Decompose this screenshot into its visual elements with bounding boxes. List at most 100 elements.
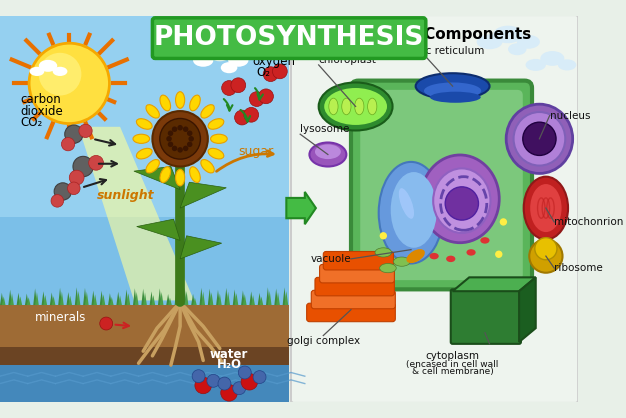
Polygon shape — [284, 292, 288, 305]
Ellipse shape — [379, 263, 396, 273]
Ellipse shape — [517, 35, 540, 49]
Polygon shape — [68, 294, 72, 305]
Ellipse shape — [367, 98, 377, 115]
FancyBboxPatch shape — [291, 15, 578, 403]
Ellipse shape — [208, 148, 224, 159]
Circle shape — [39, 53, 81, 95]
Polygon shape — [150, 287, 153, 305]
Ellipse shape — [526, 59, 546, 71]
Polygon shape — [143, 293, 147, 305]
Polygon shape — [118, 292, 122, 305]
Polygon shape — [453, 278, 536, 291]
Polygon shape — [60, 295, 64, 305]
Text: cytoplasm: cytoplasm — [426, 351, 480, 361]
Ellipse shape — [513, 112, 565, 166]
Polygon shape — [0, 16, 289, 217]
Polygon shape — [251, 298, 255, 305]
Circle shape — [379, 232, 387, 240]
Text: mitochonrion: mitochonrion — [554, 217, 623, 227]
Polygon shape — [0, 16, 289, 402]
Polygon shape — [91, 291, 95, 305]
Polygon shape — [116, 288, 120, 305]
Circle shape — [218, 377, 231, 390]
Circle shape — [523, 122, 556, 155]
Ellipse shape — [324, 88, 387, 125]
Text: golgi complex: golgi complex — [287, 336, 360, 346]
Circle shape — [259, 89, 274, 104]
Ellipse shape — [136, 119, 152, 129]
Polygon shape — [243, 293, 247, 305]
Polygon shape — [50, 290, 54, 305]
Polygon shape — [66, 291, 70, 305]
Polygon shape — [25, 291, 29, 305]
Ellipse shape — [379, 162, 443, 263]
Ellipse shape — [190, 95, 200, 111]
Ellipse shape — [375, 248, 392, 257]
Ellipse shape — [416, 73, 490, 99]
Circle shape — [152, 111, 208, 166]
Ellipse shape — [39, 60, 57, 72]
FancyBboxPatch shape — [152, 18, 426, 59]
Ellipse shape — [399, 188, 414, 219]
FancyBboxPatch shape — [315, 278, 394, 296]
Circle shape — [183, 145, 188, 151]
Polygon shape — [167, 291, 170, 305]
Polygon shape — [83, 292, 87, 305]
Polygon shape — [158, 287, 162, 305]
Polygon shape — [35, 298, 39, 305]
Circle shape — [28, 42, 111, 125]
Polygon shape — [233, 293, 237, 305]
Polygon shape — [17, 287, 20, 305]
Polygon shape — [210, 295, 213, 305]
Text: nucleus: nucleus — [550, 111, 590, 121]
Text: H₂O: H₂O — [217, 358, 242, 371]
Polygon shape — [41, 292, 45, 305]
Text: vacuole: vacuole — [310, 254, 351, 264]
Polygon shape — [218, 293, 222, 305]
Text: dioxide: dioxide — [20, 104, 63, 117]
Text: lysosome: lysosome — [300, 124, 349, 134]
Polygon shape — [101, 296, 105, 305]
Polygon shape — [75, 289, 78, 305]
Circle shape — [64, 125, 83, 143]
Text: (encased in cell wall: (encased in cell wall — [406, 359, 499, 369]
Circle shape — [195, 377, 212, 394]
Text: carbon: carbon — [20, 94, 61, 107]
Polygon shape — [266, 293, 270, 305]
Ellipse shape — [146, 104, 160, 118]
Polygon shape — [241, 289, 245, 305]
Ellipse shape — [175, 92, 185, 108]
Circle shape — [167, 136, 172, 142]
Polygon shape — [134, 166, 180, 190]
Polygon shape — [0, 305, 289, 402]
Ellipse shape — [146, 160, 160, 173]
Text: ribosome: ribosome — [554, 263, 603, 273]
Ellipse shape — [193, 54, 213, 67]
Polygon shape — [160, 291, 163, 305]
Ellipse shape — [207, 45, 233, 61]
Polygon shape — [180, 236, 222, 259]
Ellipse shape — [493, 25, 523, 43]
Polygon shape — [208, 291, 212, 305]
Ellipse shape — [201, 160, 214, 173]
FancyBboxPatch shape — [351, 81, 532, 289]
Circle shape — [177, 147, 183, 153]
Text: endoplasmic reticulum: endoplasmic reticulum — [365, 46, 485, 56]
Ellipse shape — [136, 148, 152, 159]
Ellipse shape — [406, 249, 425, 263]
Circle shape — [264, 67, 278, 82]
FancyBboxPatch shape — [307, 303, 396, 322]
Ellipse shape — [355, 98, 364, 115]
Circle shape — [207, 375, 220, 387]
Ellipse shape — [466, 249, 476, 256]
Circle shape — [160, 118, 200, 159]
Polygon shape — [58, 291, 62, 305]
Ellipse shape — [342, 98, 351, 115]
Ellipse shape — [208, 119, 224, 129]
Polygon shape — [283, 288, 286, 305]
Text: chloroplast: chloroplast — [319, 55, 376, 65]
Polygon shape — [168, 295, 172, 305]
Circle shape — [172, 145, 177, 151]
Circle shape — [192, 370, 205, 382]
Polygon shape — [43, 296, 47, 305]
